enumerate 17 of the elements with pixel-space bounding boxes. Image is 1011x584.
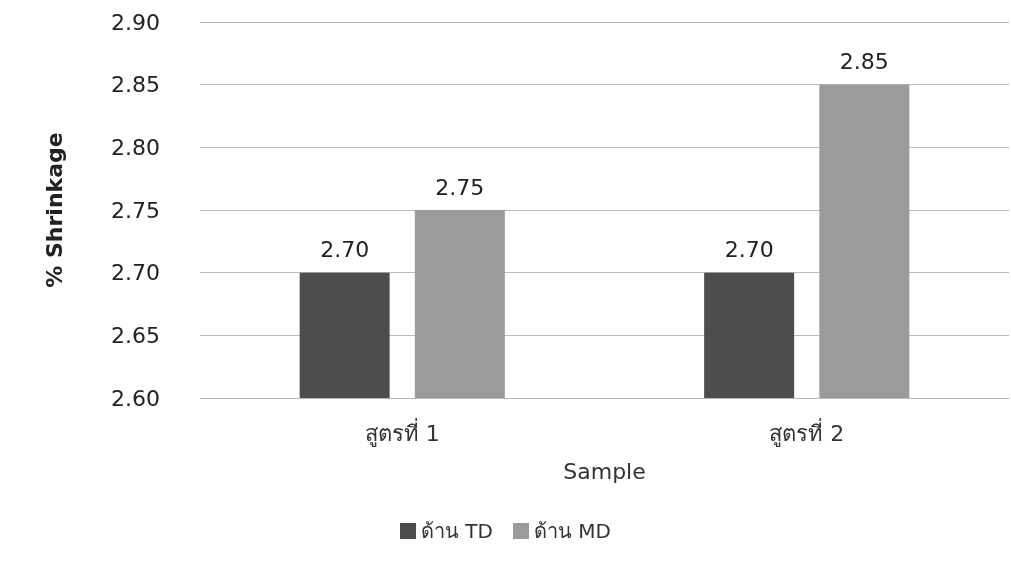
data-label: 2.85 <box>839 49 889 75</box>
y-tick-label: 2.85 <box>111 72 160 98</box>
x-tick-label: สูตรที่ 2 <box>769 417 845 447</box>
y-tick-label: 2.60 <box>111 385 160 411</box>
data-label: 2.70 <box>724 237 774 263</box>
legend-label: ด้าน TD <box>421 519 493 543</box>
y-axis-title: % Shrinkage <box>41 132 67 288</box>
x-axis-title: Sample <box>563 458 646 484</box>
x-tick-label: สูตรที่ 1 <box>364 417 440 447</box>
y-tick-label: 2.90 <box>111 9 160 35</box>
y-tick-label: 2.65 <box>111 322 160 348</box>
data-label: 2.75 <box>435 174 485 200</box>
legend-label: ด้าน MD <box>533 519 611 543</box>
data-label: 2.70 <box>320 237 370 263</box>
y-tick-label: 2.80 <box>111 134 160 160</box>
y-tick-label: 2.75 <box>111 197 160 223</box>
y-tick-label: 2.70 <box>111 260 160 286</box>
